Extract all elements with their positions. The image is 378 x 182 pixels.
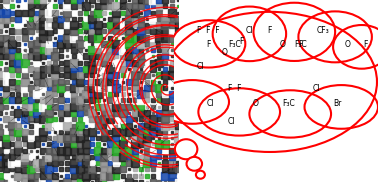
Ellipse shape — [155, 80, 229, 124]
Text: F: F — [364, 40, 368, 49]
Text: O: O — [344, 40, 350, 49]
Ellipse shape — [213, 7, 286, 61]
Text: Cl: Cl — [207, 99, 214, 108]
Ellipse shape — [333, 25, 378, 69]
Ellipse shape — [249, 90, 331, 138]
Text: F: F — [298, 40, 303, 49]
Circle shape — [202, 3, 221, 22]
Text: F: F — [268, 26, 272, 35]
Text: Cl: Cl — [227, 117, 235, 126]
Circle shape — [227, 6, 257, 37]
Circle shape — [175, 139, 197, 159]
Ellipse shape — [163, 12, 377, 152]
Text: F  F  F: F F F — [197, 26, 220, 35]
Text: O: O — [253, 99, 259, 108]
Text: O: O — [222, 48, 228, 57]
Circle shape — [186, 157, 202, 171]
Ellipse shape — [305, 85, 378, 129]
Text: F₃C: F₃C — [229, 40, 242, 49]
Circle shape — [196, 171, 205, 179]
Text: O: O — [279, 40, 285, 49]
Text: Br: Br — [333, 99, 341, 108]
Ellipse shape — [298, 11, 372, 62]
Text: Cl: Cl — [313, 84, 321, 93]
Text: F  F: F F — [228, 84, 242, 93]
Ellipse shape — [198, 88, 280, 136]
Text: Cl: Cl — [197, 62, 204, 71]
Text: F₃C: F₃C — [282, 99, 294, 108]
Text: Cl: Cl — [246, 26, 253, 35]
Text: F: F — [239, 37, 243, 46]
Text: CF₃: CF₃ — [316, 26, 329, 35]
Text: F₃C: F₃C — [294, 40, 307, 49]
Text: F: F — [206, 40, 211, 49]
Ellipse shape — [254, 3, 335, 61]
Circle shape — [246, 13, 299, 67]
Ellipse shape — [172, 20, 245, 68]
